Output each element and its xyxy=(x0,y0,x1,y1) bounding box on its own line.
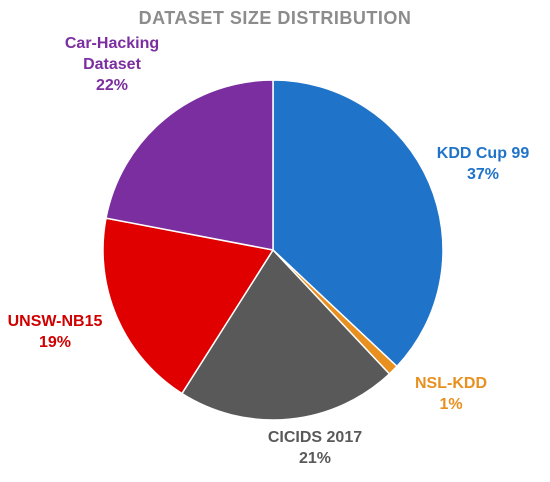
pie-slice-car-hacking-dataset xyxy=(105,79,274,251)
chart-title: DATASET SIZE DISTRIBUTION xyxy=(138,8,412,28)
data-label-car-hacking-dataset: Car-Hacking Dataset 22% xyxy=(65,35,159,94)
data-label-kdd-cup-99: KDD Cup 99 37% xyxy=(437,145,530,183)
pie-slice-cicids-2017 xyxy=(180,248,391,421)
data-label-unsw-nb15: UNSW-NB15 19% xyxy=(8,313,103,351)
pie-slice-unsw-nb15 xyxy=(102,217,275,395)
data-label-nsl-kdd: NSL-KDD 1% xyxy=(415,375,487,413)
pie-slice-kdd-cup-99 xyxy=(272,79,444,368)
data-label-cicids-2017: CICIDS 2017 21% xyxy=(268,429,362,467)
